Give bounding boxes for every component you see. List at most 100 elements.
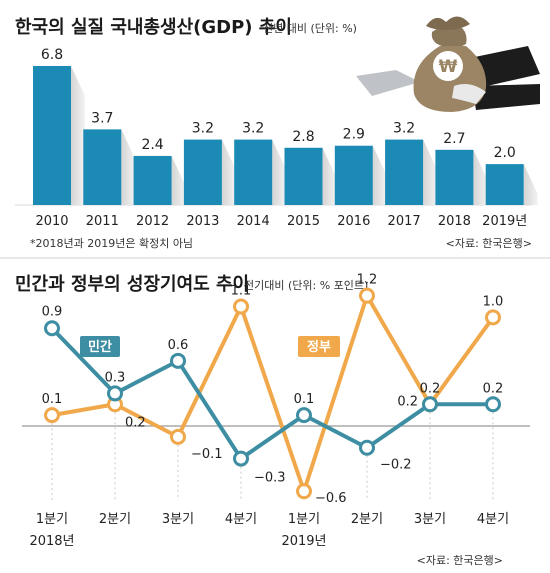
series-value-label: 1.1 <box>231 284 252 299</box>
series-marker-민간 <box>422 396 438 413</box>
quarter-tick-label: 1분기 <box>288 512 320 527</box>
bar-x-tick-label: 2016 <box>337 214 370 229</box>
legend-tag-정부 <box>298 336 340 357</box>
series-value-label: 0.2 <box>125 415 146 430</box>
money-bag-won-icon: ₩ <box>356 16 540 112</box>
bar-chart-source: <자료: 한국은행> <box>446 237 532 250</box>
series-value-label: 0.1 <box>42 392 63 407</box>
year-label-2018: 2018년 <box>29 534 74 549</box>
series-value-label: 1.0 <box>483 294 504 309</box>
bar-value-label: 2.4 <box>141 137 163 153</box>
line-chart-guides <box>51 412 494 500</box>
series-line-민간 <box>50 326 493 461</box>
quarter-tick-label: 4분기 <box>225 512 257 527</box>
bar-value-label: 2.9 <box>343 127 365 143</box>
bar-2013 <box>183 139 222 205</box>
bar-value-label: 2.8 <box>292 129 314 145</box>
bar-value-label: 2.7 <box>443 131 465 147</box>
line-series <box>50 293 495 494</box>
bar-x-tick-label: 2012 <box>136 214 169 229</box>
quarter-tick-label: 2분기 <box>99 512 131 527</box>
series-value-label: 0.2 <box>483 381 504 396</box>
bar-2017 <box>385 139 424 205</box>
quarter-tick-label: 3분기 <box>414 512 446 527</box>
bar-value-label: 3.7 <box>91 110 113 126</box>
line-chart-source: <자료: 한국은행> <box>417 554 503 567</box>
bar-chart-subtitle: 전년 대비 (단위: %) <box>263 22 357 35</box>
legend-tag-민간 <box>80 336 120 357</box>
series-line-정부 <box>51 293 495 494</box>
series-marker-민간 <box>233 450 249 467</box>
bar-value-labels: 6.8 3.7 2.4 3.2 3.2 2.8 2.9 3.2 2.7 2.0 <box>41 47 516 161</box>
series-value-label: 0.2 <box>420 381 441 396</box>
bar-x-tick-label: 2010 <box>35 214 68 229</box>
series-value-label: 0.9 <box>42 304 63 319</box>
series-marker-민간 <box>296 407 312 424</box>
bar-shadow <box>71 66 85 205</box>
bar-shadow <box>121 129 136 205</box>
line-chart-title: 민간과 정부의 성장기여도 추이 <box>15 274 249 295</box>
series-marker-정부 <box>170 428 186 445</box>
bar-2010 <box>33 66 71 205</box>
bar-shadow <box>523 164 538 205</box>
bar-x-tick-label: 2019년 <box>482 214 527 229</box>
bar-shadow <box>272 139 287 205</box>
bar-value-label: 2.0 <box>494 145 516 161</box>
bar-chart-title: 한국의 실질 국내총생산(GDP) 추이 <box>15 17 292 38</box>
series-marker-정부 <box>485 309 501 326</box>
bar-shadow <box>423 139 438 205</box>
series-value-label: −0.3 <box>254 471 286 486</box>
series-value-label: −0.6 <box>315 491 347 506</box>
line-x-tick-labels: 1분기 2분기 3분기 4분기 1분기 2분기 3분기 4분기 <box>36 512 509 527</box>
bar-shadow <box>372 145 387 205</box>
series-value-label: 0.3 <box>105 370 126 385</box>
series-marker-민간 <box>485 396 501 413</box>
series-value-label: 0.1 <box>294 392 315 407</box>
bar-x-tick-labels: 2010 2011 2012 2013 2014 2015 2016 2017 2018 2019… <box>35 214 527 229</box>
line-markers <box>44 287 501 500</box>
series-marker-민간 <box>170 352 186 369</box>
series-value-label: 1.2 <box>357 273 378 288</box>
bar-2014 <box>234 139 273 205</box>
won-symbol: ₩ <box>439 57 458 77</box>
bar-2011 <box>83 129 122 205</box>
series-value-label: −0.1 <box>191 447 223 462</box>
series-value-label: −0.2 <box>380 458 412 473</box>
bar-2015 <box>284 147 323 205</box>
quarter-tick-label: 2분기 <box>351 512 383 527</box>
quarter-tick-label: 1분기 <box>36 512 68 527</box>
bar-x-tick-label: 2018 <box>438 214 471 229</box>
line-value-labels: 0.90.30.6−0.30.1−0.20.2 0.20.10.2−0.11.1−… <box>42 273 504 506</box>
year-label-2019: 2019년 <box>281 534 326 549</box>
series-value-label: 0.6 <box>168 338 189 353</box>
series-marker-정부 <box>44 407 60 424</box>
bar-2019년 <box>485 164 524 205</box>
series-marker-정부 <box>359 287 375 304</box>
bar-value-label: 3.2 <box>192 121 214 137</box>
bar-value-label: 3.2 <box>242 121 264 137</box>
bar-chart-footnote: *2018년과 2019년은 확정치 아님 <box>30 237 193 250</box>
bar-x-tick-label: 2015 <box>287 214 320 229</box>
series-marker-민간 <box>107 385 123 402</box>
series-marker-민간 <box>44 320 60 337</box>
bar-series <box>33 66 524 205</box>
bar-shadow <box>322 147 337 205</box>
legend-label-민간: 민간 <box>88 339 112 355</box>
series-value-label: 0.2 <box>397 394 418 409</box>
legend-label-정부: 정부 <box>307 339 331 355</box>
series-marker-정부 <box>296 483 312 500</box>
series-marker-민간 <box>359 439 375 456</box>
quarter-tick-label: 3분기 <box>162 512 194 527</box>
bar-shadows <box>71 66 538 205</box>
bar-x-tick-label: 2011 <box>86 214 119 229</box>
bar-value-label: 6.8 <box>41 47 63 63</box>
bar-shadow <box>221 139 236 205</box>
quarter-tick-label: 4분기 <box>477 512 509 527</box>
bar-shadow <box>171 155 186 205</box>
line-legend: 민간 정부 <box>80 336 340 357</box>
bar-2018 <box>435 149 474 205</box>
bar-shadow <box>473 149 488 205</box>
bar-x-tick-label: 2014 <box>237 214 270 229</box>
